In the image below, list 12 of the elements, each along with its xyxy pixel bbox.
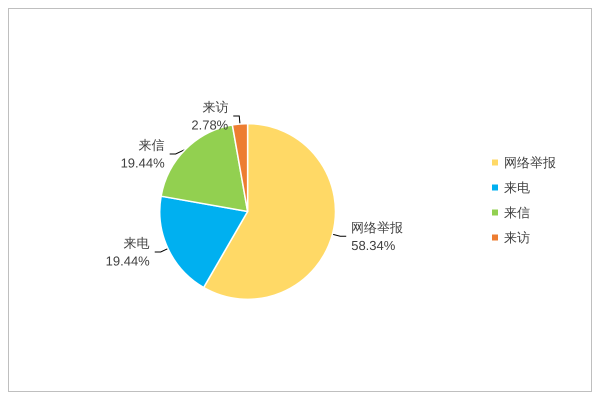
legend-label: 网络举报 — [504, 155, 556, 170]
data-label: 19.44% — [106, 253, 150, 268]
data-label: 19.44% — [120, 155, 166, 170]
data-label: 58.34% — [351, 238, 396, 253]
data-label: 2.78% — [191, 117, 229, 132]
legend-label: 来信 — [504, 205, 530, 220]
slice-label: 来电 — [124, 235, 150, 250]
legend-label: 来电 — [504, 180, 530, 195]
slice-label: 来访 — [202, 99, 228, 114]
slice-label: 网络举报 — [351, 220, 404, 235]
slice-label: 来信 — [138, 137, 165, 152]
legend-label: 来访 — [504, 230, 530, 245]
